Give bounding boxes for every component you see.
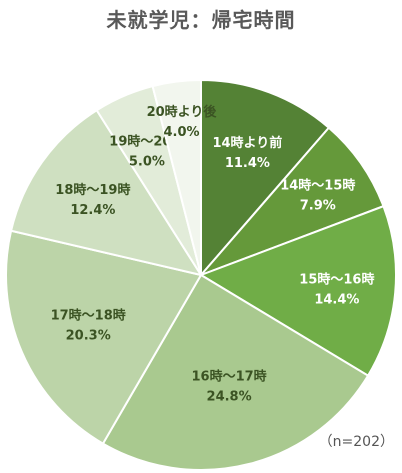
pie-slice <box>151 78 202 276</box>
slice-value-label: 12.4% <box>70 203 115 218</box>
pie-slice <box>198 204 397 378</box>
pie-slice <box>9 108 204 277</box>
sample-size-note: （n=202） <box>318 434 394 450</box>
slice-value-label: 4.0% <box>163 125 199 140</box>
pie-slice <box>5 229 203 445</box>
slice-value-label: 7.9% <box>300 199 336 214</box>
slice-label: 15時～16時 <box>299 271 374 287</box>
slice-value-label: 24.8% <box>207 390 252 405</box>
pie-slice <box>200 78 331 278</box>
slice-value-label: 11.4% <box>225 156 270 171</box>
slice-label: 18時～19時 <box>55 182 130 198</box>
slice-label: 14時より前 <box>212 135 282 151</box>
slice-label: 16時～17時 <box>192 369 267 385</box>
slice-value-label: 20.3% <box>66 329 111 344</box>
slice-label: 17時～18時 <box>51 308 126 324</box>
pie-slice <box>101 273 370 471</box>
slice-value-label: 5.0% <box>129 155 165 170</box>
chart-title: 未就学児：帰宅時間 <box>106 8 296 32</box>
slice-label: 20時より後 <box>147 104 218 120</box>
slice-value-label: 14.4% <box>314 292 359 307</box>
pie-slice <box>200 126 385 276</box>
slice-label: 14時～15時 <box>280 178 355 194</box>
